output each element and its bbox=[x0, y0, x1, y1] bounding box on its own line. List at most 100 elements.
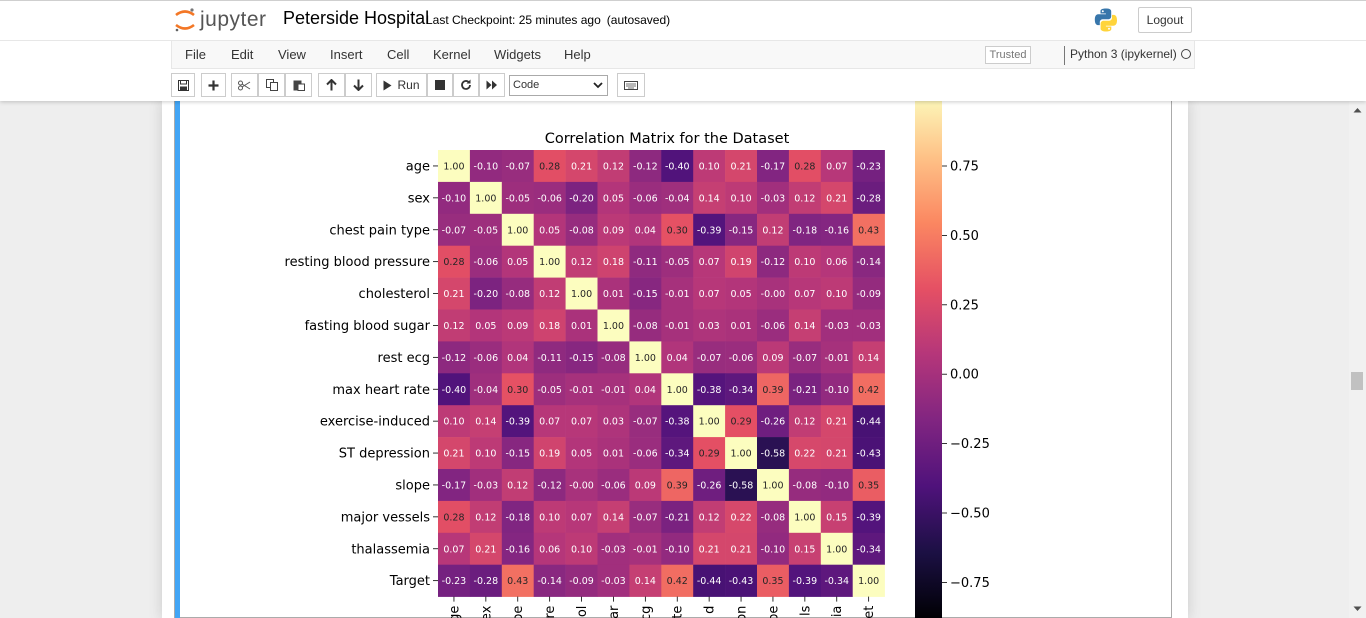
trusted-indicator[interactable]: Trusted bbox=[985, 46, 1031, 64]
cell-value-label: -0.08 bbox=[601, 353, 626, 364]
heatmap-cell bbox=[852, 532, 885, 565]
heatmap-cell bbox=[693, 245, 726, 278]
heatmap-cell bbox=[820, 469, 853, 502]
cell-value-label: 0.09 bbox=[507, 321, 528, 332]
colorbar-tick-label: 0.25 bbox=[950, 298, 979, 313]
arrow-up-icon bbox=[326, 79, 337, 91]
logout-button[interactable]: Logout bbox=[1138, 7, 1192, 33]
move-up-button[interactable] bbox=[318, 73, 345, 97]
cell-value-label: 0.39 bbox=[762, 385, 783, 396]
y-tick-label: chest pain type bbox=[329, 223, 430, 238]
jupyter-logo-icon bbox=[175, 8, 195, 32]
heatmap-cell bbox=[661, 437, 694, 470]
cell-value-label: -0.15 bbox=[505, 449, 530, 460]
menu-kernel[interactable]: Kernel bbox=[433, 47, 471, 62]
menu-insert[interactable]: Insert bbox=[330, 47, 363, 62]
heatmap-cell bbox=[693, 532, 726, 565]
cell-value-label: 0.10 bbox=[730, 193, 751, 204]
copy-button[interactable] bbox=[258, 73, 285, 97]
heatmap-cell bbox=[788, 341, 822, 374]
scroll-up-icon[interactable] bbox=[1353, 106, 1362, 114]
heatmap-cell bbox=[757, 245, 790, 278]
heatmap-cell bbox=[501, 469, 534, 502]
cell-value-label: 0.10 bbox=[571, 544, 592, 555]
kernel-name[interactable]: Python 3 (ipykernel) bbox=[1070, 47, 1177, 61]
heatmap-cell bbox=[757, 277, 790, 310]
notebook-name[interactable]: Peterside Hospital bbox=[283, 8, 430, 28]
heatmap-cell bbox=[788, 373, 822, 406]
page-scrollbar[interactable] bbox=[1349, 101, 1366, 618]
heatmap-cell bbox=[693, 564, 726, 597]
heatmap-cell bbox=[533, 309, 566, 342]
cell-value-label: 0.21 bbox=[475, 544, 496, 555]
save-button[interactable] bbox=[171, 73, 195, 97]
heatmap-cell bbox=[661, 373, 694, 406]
colorbar-tick-label: 0.50 bbox=[950, 229, 979, 244]
heatmap-cell bbox=[820, 500, 853, 534]
cell-value-label: 0.12 bbox=[794, 193, 815, 204]
heatmap-cell bbox=[597, 564, 630, 597]
interrupt-button[interactable] bbox=[427, 73, 453, 97]
y-tick-label: cholesterol bbox=[359, 287, 430, 302]
cell-value-label: -0.58 bbox=[761, 449, 786, 460]
jupyter-logo[interactable]: jupyter bbox=[174, 6, 267, 34]
cell-selection-bar bbox=[175, 101, 180, 618]
heatmap-cell bbox=[820, 277, 853, 310]
cell-value-label: -0.10 bbox=[761, 544, 786, 555]
cell-value-label: 0.22 bbox=[730, 512, 751, 523]
run-button[interactable]: Run bbox=[376, 73, 427, 97]
y-tick-label: sex bbox=[408, 191, 431, 206]
scroll-down-icon[interactable] bbox=[1353, 605, 1362, 613]
heatmap-cell bbox=[565, 213, 598, 246]
cell-value-label: 0.28 bbox=[794, 161, 815, 172]
menu-cell[interactable]: Cell bbox=[387, 47, 410, 62]
y-tick-label: resting blood pressure bbox=[285, 255, 430, 270]
cell-value-label: 0.19 bbox=[730, 257, 751, 268]
paste-button[interactable] bbox=[285, 73, 312, 97]
menu-help[interactable]: Help bbox=[564, 47, 591, 62]
cell-type-select[interactable]: Code bbox=[509, 75, 608, 96]
restart-run-all-button[interactable] bbox=[479, 73, 505, 97]
cell-value-label: 0.09 bbox=[762, 353, 783, 364]
cut-button[interactable] bbox=[231, 73, 258, 97]
cell-value-label: 0.30 bbox=[507, 385, 528, 396]
heatmap-cell bbox=[565, 309, 598, 342]
output-cell[interactable]: Correlation Matrix for the Dataset 1.00-… bbox=[174, 101, 1172, 618]
menu-widgets[interactable]: Widgets bbox=[494, 47, 541, 62]
cell-value-label: -0.44 bbox=[697, 576, 722, 587]
heatmap-cell bbox=[597, 277, 630, 310]
cell-value-label: -0.05 bbox=[665, 257, 690, 268]
scrollbar-thumb[interactable] bbox=[1351, 372, 1363, 390]
heatmap-cell bbox=[852, 277, 885, 310]
command-palette-button[interactable] bbox=[617, 73, 645, 97]
move-down-button[interactable] bbox=[345, 73, 372, 97]
heatmap-cell bbox=[597, 181, 630, 215]
cell-value-label: -0.05 bbox=[474, 225, 499, 236]
heatmap-cell bbox=[820, 437, 853, 470]
stop-icon bbox=[435, 80, 445, 90]
cell-value-label: -0.05 bbox=[505, 193, 530, 204]
x-tick-label: re bbox=[543, 606, 558, 618]
cell-value-label: -0.38 bbox=[697, 385, 722, 396]
heatmap-cell bbox=[469, 564, 503, 597]
cell-value-label: 0.21 bbox=[826, 449, 847, 460]
insert-cell-button[interactable] bbox=[201, 73, 226, 97]
menu-file[interactable]: File bbox=[185, 47, 206, 62]
colorbar-tick-label: 0.75 bbox=[950, 160, 979, 175]
cell-value-label: 0.10 bbox=[443, 417, 464, 428]
heatmap-cell bbox=[565, 245, 598, 278]
heatmap-cell bbox=[725, 213, 758, 246]
heatmap-cell bbox=[533, 150, 566, 183]
cell-value-label: 0.09 bbox=[635, 480, 656, 491]
cell-value-label: -0.00 bbox=[569, 480, 594, 491]
restart-button[interactable] bbox=[453, 73, 479, 97]
cell-value-label: -0.28 bbox=[474, 576, 499, 587]
x-tick-label: d bbox=[703, 606, 718, 614]
heatmap-cell bbox=[788, 309, 822, 342]
cell-value-label: 0.18 bbox=[539, 321, 560, 332]
menu-edit[interactable]: Edit bbox=[231, 47, 254, 62]
heatmap-cell bbox=[852, 564, 885, 597]
checkpoint-status: Last Checkpoint: 25 minutes ago (autosave… bbox=[426, 13, 670, 27]
heatmap-cell bbox=[597, 213, 630, 246]
menu-view[interactable]: View bbox=[278, 47, 306, 62]
